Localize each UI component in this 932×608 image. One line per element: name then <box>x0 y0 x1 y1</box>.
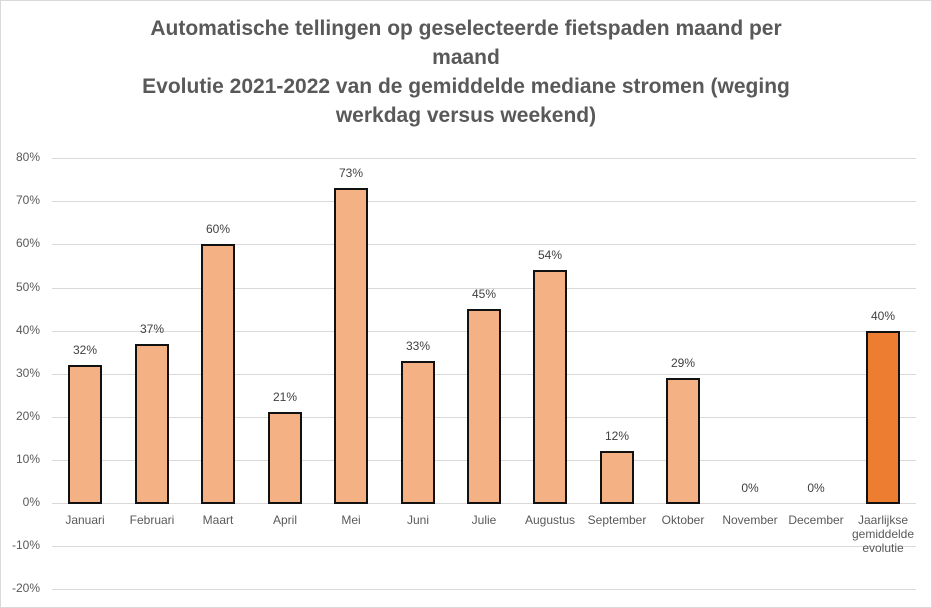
bar[interactable] <box>401 361 435 504</box>
x-tick-label: September <box>582 513 652 527</box>
data-label: 0% <box>741 481 759 495</box>
x-tick-label: Februari <box>117 513 187 527</box>
chart-title-line-1: Automatische tellingen op geselecteerde … <box>150 17 782 40</box>
data-label: 40% <box>870 309 896 323</box>
y-tick-label: -10% <box>11 538 40 552</box>
chart-title-line-3: Evolutie 2021-2022 van de gemiddelde med… <box>142 75 790 98</box>
x-tick-label: Januari <box>50 513 120 527</box>
x-tick-label: Jaarlijkse gemiddelde evolutie <box>848 513 918 555</box>
gridline <box>52 244 916 245</box>
gridline <box>52 589 916 590</box>
y-tick-label: 30% <box>15 366 40 380</box>
x-tick-label: Maart <box>183 513 253 527</box>
y-tick-label: 70% <box>15 193 40 207</box>
x-tick-label-line: April <box>272 513 297 527</box>
bar[interactable] <box>467 309 501 504</box>
x-tick-label: Julie <box>449 513 519 527</box>
x-tick-label-line: November <box>722 513 778 527</box>
data-label: 12% <box>604 429 630 443</box>
y-tick-label: 80% <box>15 150 40 164</box>
x-tick-label-line: Juni <box>406 513 429 527</box>
x-tick-label: December <box>781 513 851 527</box>
x-tick-label-line: evolutie <box>862 541 904 555</box>
x-tick-label: Oktober <box>648 513 718 527</box>
y-tick-label: 10% <box>15 452 40 466</box>
y-tick-label: 60% <box>15 236 40 250</box>
gridline <box>52 201 916 202</box>
bar[interactable] <box>533 270 567 504</box>
data-label: 0% <box>807 481 825 495</box>
y-tick-label: 20% <box>15 409 40 423</box>
bar[interactable] <box>666 378 700 504</box>
bar[interactable] <box>201 244 235 504</box>
x-tick-label-line: September <box>587 513 647 527</box>
data-label: 37% <box>139 322 165 336</box>
bar[interactable] <box>334 188 368 504</box>
bar[interactable] <box>600 451 634 504</box>
bar[interactable] <box>268 412 302 504</box>
x-tick-label-line: Mei <box>341 513 361 527</box>
data-label: 29% <box>670 356 696 370</box>
x-tick-label: April <box>250 513 320 527</box>
x-tick-label-line: Oktober <box>661 513 705 527</box>
x-tick-label-line: December <box>788 513 844 527</box>
y-tick-label: -20% <box>11 581 40 595</box>
x-tick-label-line: Julie <box>471 513 497 527</box>
gridline <box>52 546 916 547</box>
data-label: 33% <box>405 339 431 353</box>
gridline <box>52 288 916 289</box>
y-tick-label: 40% <box>15 323 40 337</box>
data-label: 21% <box>272 390 298 404</box>
chart-title-line-2: maand <box>432 46 500 69</box>
y-tick-label: 50% <box>15 280 40 294</box>
x-tick-label-line: gemiddelde <box>851 527 915 541</box>
x-tick-label: Augustus <box>515 513 585 527</box>
data-label: 73% <box>338 166 364 180</box>
x-tick-label-line: Januari <box>65 513 105 527</box>
data-label: 32% <box>72 343 98 357</box>
bar[interactable] <box>135 344 169 504</box>
x-tick-label: November <box>715 513 785 527</box>
y-tick-label: 0% <box>22 495 40 509</box>
bar[interactable] <box>866 331 900 504</box>
x-tick-label-line: Februari <box>129 513 175 527</box>
x-tick-label: Mei <box>316 513 386 527</box>
data-label: 45% <box>471 287 497 301</box>
gridline <box>52 158 916 159</box>
bar[interactable] <box>68 365 102 504</box>
x-tick-label-line: Maart <box>202 513 234 527</box>
data-label: 60% <box>205 222 231 236</box>
x-tick-label-line: Jaarlijkse <box>857 513 908 527</box>
x-tick-label-line: Augustus <box>524 513 576 527</box>
chart-title-line-4: werkdag versus weekend) <box>335 104 597 127</box>
data-label: 54% <box>537 248 563 262</box>
chart-title: Automatische tellingen op geselecteerde … <box>0 14 932 130</box>
x-tick-label: Juni <box>383 513 453 527</box>
